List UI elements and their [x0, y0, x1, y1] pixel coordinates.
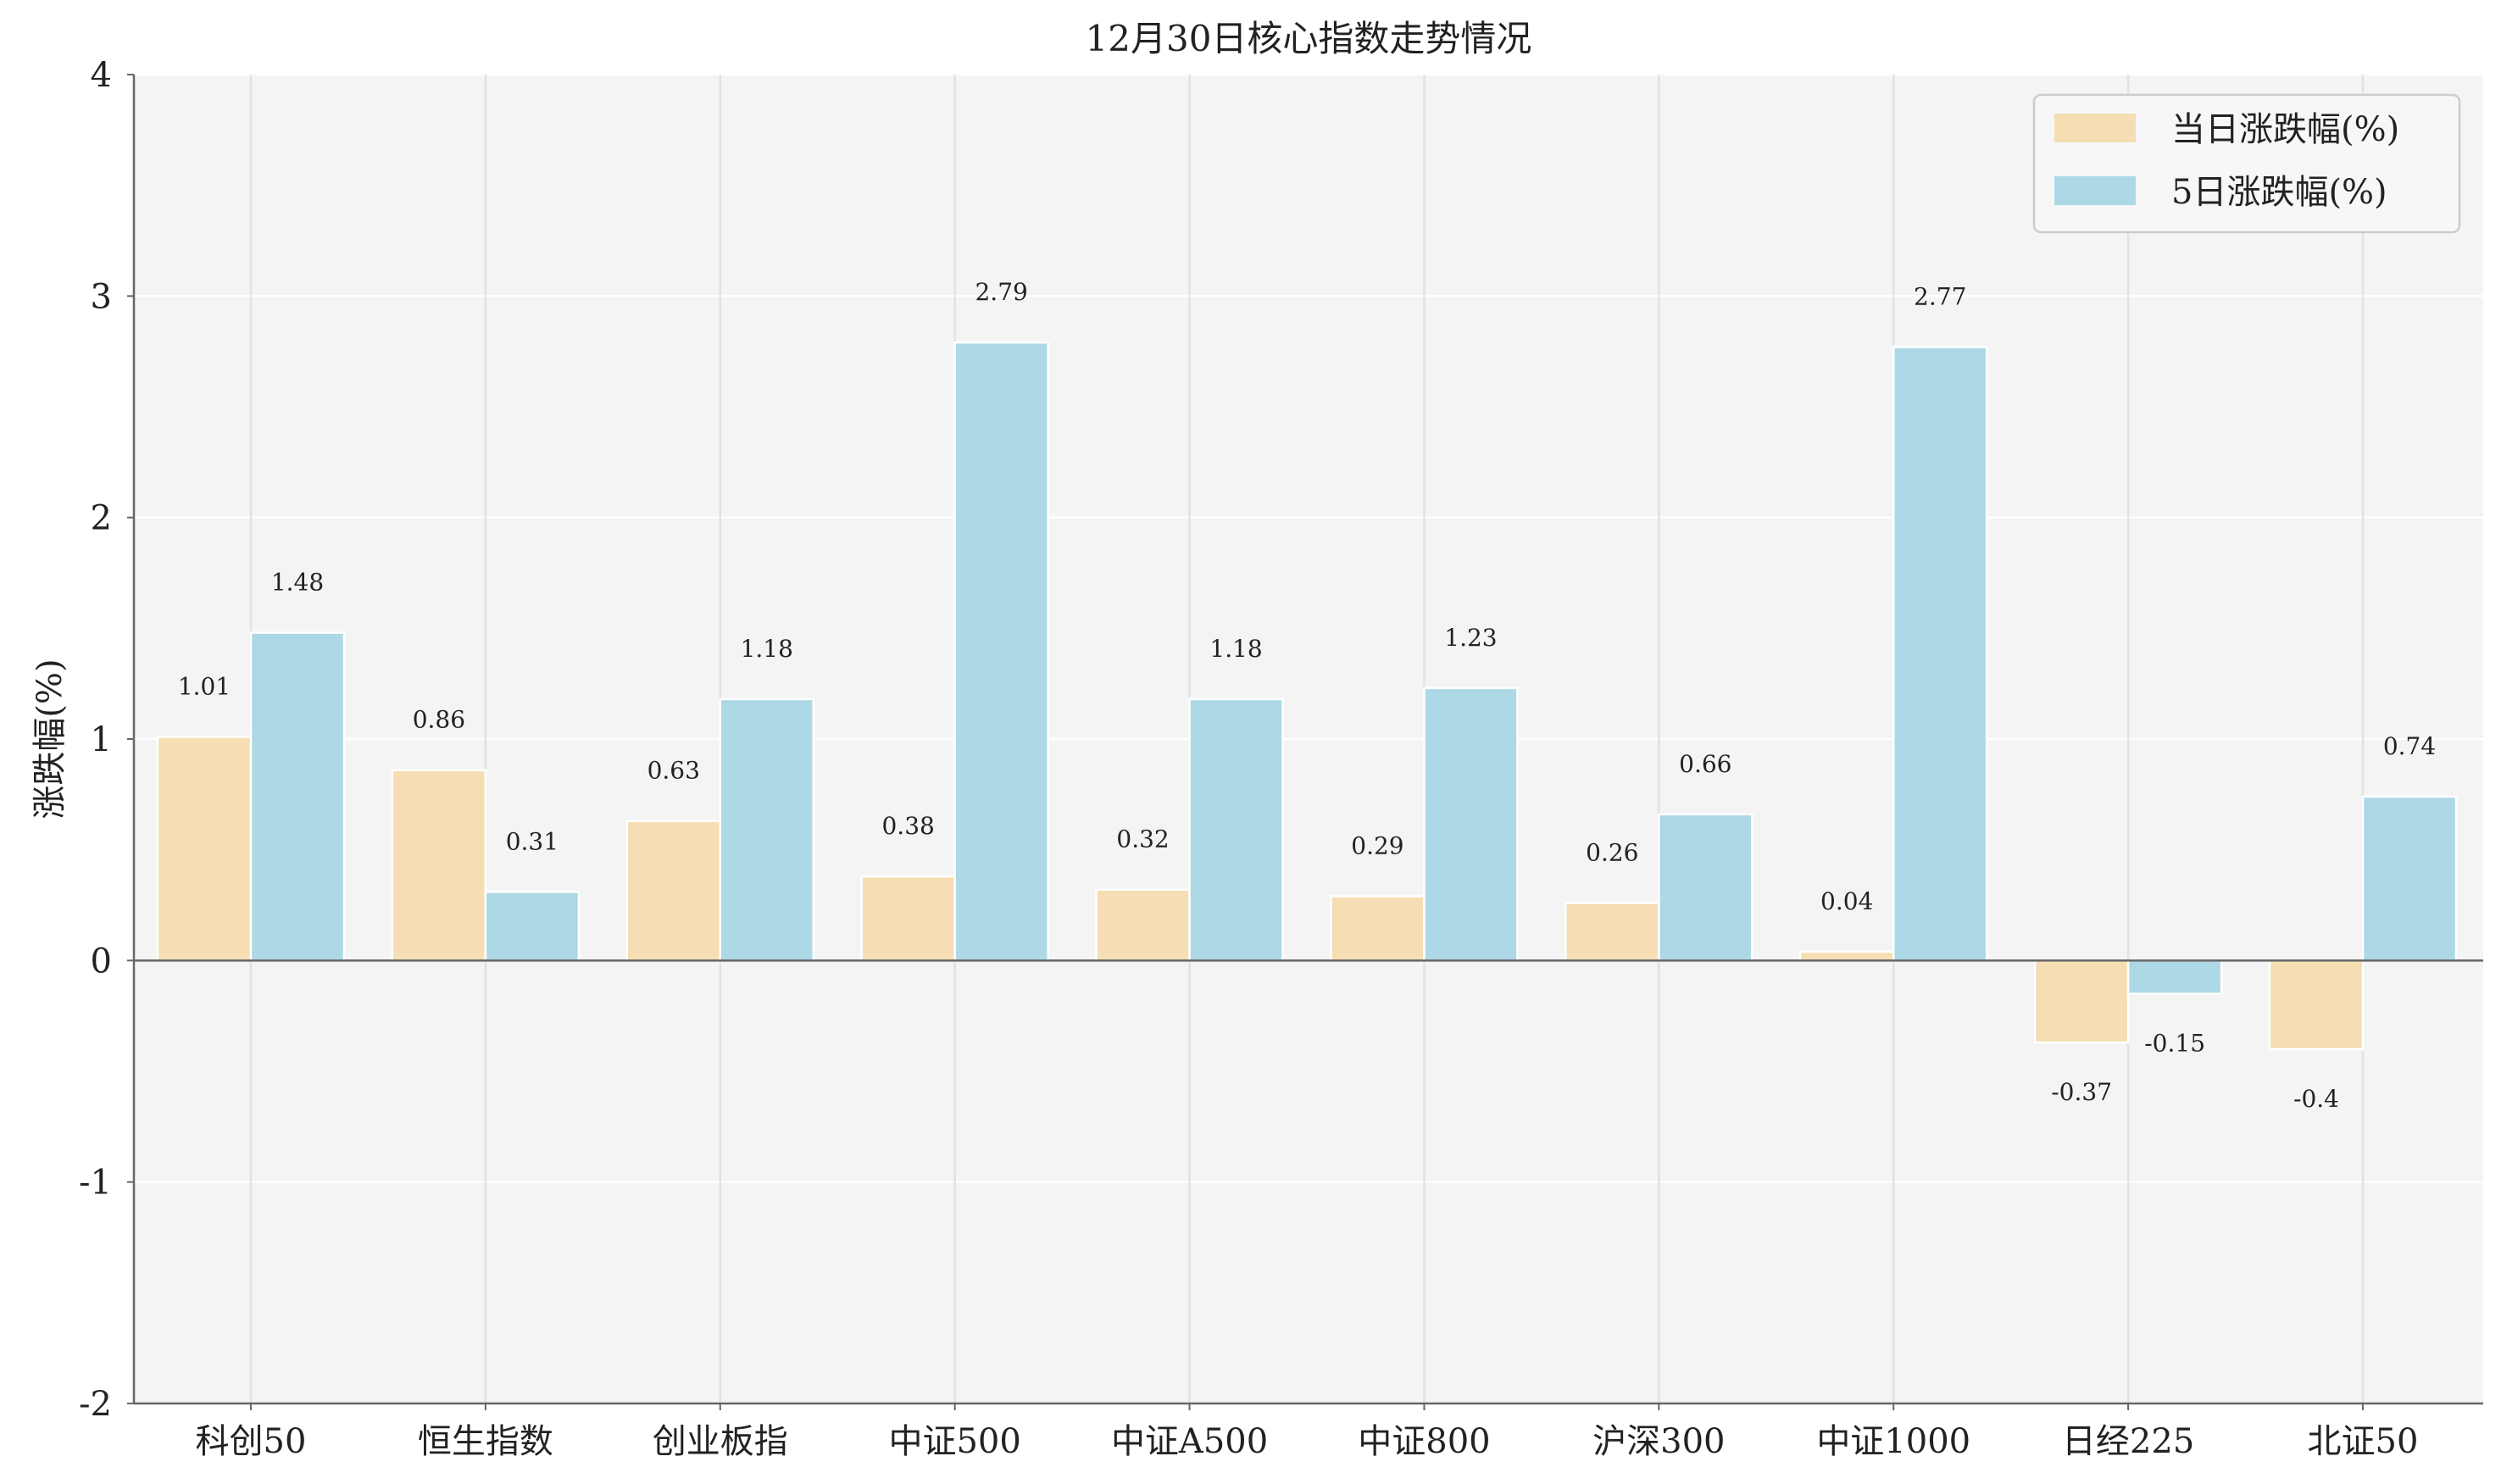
- y-tick-label: -1: [79, 1164, 112, 1203]
- x-tick-label: 中证800: [1358, 1422, 1490, 1461]
- y-tick-label: 3: [91, 277, 112, 316]
- x-tick-label: 中证A500: [1111, 1422, 1268, 1461]
- bar-daily-change: [1330, 895, 1426, 962]
- bar-5day-change: [1892, 346, 1988, 962]
- data-label-daily: 0.32: [1116, 825, 1169, 853]
- data-label-5day: 0.74: [2383, 732, 2436, 760]
- bar-labels: 1.01 0.86 0.63 0.38 0.32 0.29 0.26 0.04 -0.37 -0.…: [178, 278, 2436, 1113]
- x-tick-label: 中证500: [888, 1422, 1020, 1461]
- legend-swatch-5day: [2054, 176, 2136, 205]
- data-label-daily: 0.04: [1820, 887, 1873, 915]
- bar-5day-change: [2361, 795, 2458, 962]
- data-label-5day: 0.66: [1679, 750, 1731, 778]
- bar-5day-change: [1658, 813, 1753, 962]
- data-label-daily: -0.4: [2293, 1085, 2339, 1113]
- bar-daily-change: [391, 769, 487, 962]
- data-label-daily: 0.29: [1351, 832, 1403, 860]
- x-tick-label: 恒生指数: [418, 1422, 553, 1461]
- x-tick-label: 中证1000: [1816, 1422, 1970, 1461]
- bar-5day-change: [249, 631, 346, 962]
- data-label-daily: 0.38: [881, 812, 934, 840]
- y-tick-label: 2: [91, 499, 112, 538]
- y-axis-label: 涨跌幅(%): [31, 659, 69, 819]
- legend-swatch-daily: [2054, 114, 2136, 142]
- data-label-5day: 1.23: [1444, 624, 1497, 652]
- data-label-5day: 2.77: [1914, 282, 1966, 310]
- bar-5day-change: [1188, 698, 1284, 962]
- bar-daily-change: [2268, 959, 2365, 1051]
- data-label-5day: 1.18: [741, 635, 793, 663]
- x-tick-label: 创业板指: [653, 1422, 788, 1461]
- bar-daily-change: [156, 736, 253, 962]
- bar-daily-change: [1565, 902, 1660, 962]
- x-tick-label: 日经225: [2062, 1422, 2194, 1461]
- data-label-5day: -0.15: [2144, 1030, 2205, 1058]
- y-tick-label: 0: [91, 942, 112, 981]
- bar-daily-change: [1798, 950, 1895, 962]
- data-label-5day: 2.79: [975, 278, 1027, 306]
- y-tick-label: 4: [91, 56, 112, 95]
- y-tick-label: 1: [91, 720, 112, 759]
- bar-5day-change: [484, 891, 581, 962]
- x-ticks: 科创50 恒生指数 创业板指 中证500 中证A500 中证800 沪深300 中证1000 日…: [196, 1403, 2419, 1461]
- y-tick-label: -2: [79, 1385, 112, 1424]
- bar-5day-change: [1423, 686, 1519, 962]
- x-tick-label: 沪深300: [1592, 1422, 1725, 1461]
- bar-daily-change: [860, 875, 956, 962]
- data-label-daily: 0.63: [647, 757, 700, 785]
- y-ticks: -2 -1 0 1 2 3 4: [79, 56, 134, 1424]
- bar-5day-change: [719, 698, 815, 962]
- data-label-5day: 1.48: [271, 569, 324, 597]
- bar-daily-change: [2033, 959, 2130, 1044]
- data-label-5day: 0.31: [506, 827, 559, 855]
- legend-box: [2032, 93, 2461, 234]
- legend-label-daily: 当日涨跌幅(%): [2171, 110, 2399, 149]
- data-label-daily: 0.86: [413, 706, 465, 734]
- bars: [156, 341, 2458, 1051]
- chart-title: 12月30日核心指数走势情况: [1086, 18, 1532, 59]
- x-tick-label: 北证50: [2308, 1422, 2419, 1461]
- legend-label-5day: 5日涨跌幅(%): [2171, 173, 2387, 212]
- bar-daily-change: [625, 820, 722, 962]
- legend: 当日涨跌幅(%) 5日涨跌幅(%): [2032, 93, 2461, 234]
- data-label-5day: 1.18: [1209, 635, 1262, 663]
- data-label-daily: 1.01: [178, 672, 231, 700]
- bar-5day-change: [2126, 959, 2223, 995]
- data-label-daily: -0.37: [2051, 1078, 2112, 1106]
- bar-daily-change: [1095, 888, 1191, 962]
- x-tick-label: 科创50: [196, 1422, 307, 1461]
- data-label-daily: 0.26: [1586, 838, 1638, 866]
- bar-5day-change: [953, 341, 1049, 962]
